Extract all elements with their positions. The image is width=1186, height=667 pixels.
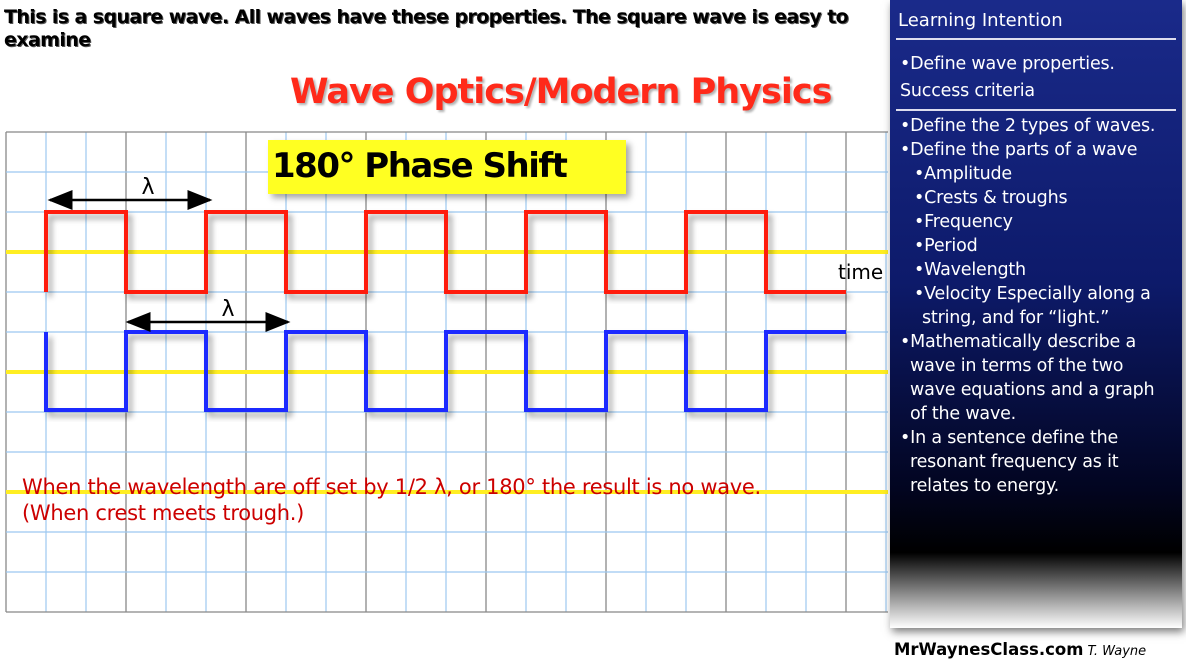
wavelength-symbol: λ xyxy=(221,297,234,322)
time-axis-label: time xyxy=(838,260,884,284)
objective-item: •Frequency xyxy=(914,212,1013,232)
wavelength-symbol: λ xyxy=(141,175,154,200)
objective-item: •Amplitude xyxy=(914,164,1013,184)
objective-item: resonant frequency as it xyxy=(910,452,1119,472)
phase-shift-label-box: 180° Phase Shift xyxy=(268,140,626,194)
objective-item: •Wavelength xyxy=(914,260,1026,280)
learning-intention-panel: Learning Intention •Define wave properti… xyxy=(890,0,1182,628)
objective-item: •In a sentence define the xyxy=(900,428,1119,448)
intro-item: •Define wave properties. xyxy=(900,54,1115,74)
objective-item: •Define the parts of a wave xyxy=(900,140,1138,160)
footer: MrWaynesClass.com T. Wayne xyxy=(894,640,1146,659)
slide-title: Wave Optics/Modern Physics xyxy=(290,72,832,112)
author: T. Wayne xyxy=(1087,644,1147,659)
site-name: MrWaynesClass.com xyxy=(894,640,1084,659)
phase-shift-label: 180° Phase Shift xyxy=(272,146,568,186)
objective-item: •Crests & troughs xyxy=(914,188,1068,208)
objective-item: •Period xyxy=(914,236,978,256)
divider xyxy=(896,38,1176,40)
objective-item: string, and for “light.” xyxy=(922,308,1110,328)
objective-item: wave in terms of the two xyxy=(910,356,1124,376)
objective-item: •Define the 2 types of waves. xyxy=(900,116,1156,136)
caption: This is a square wave. All waves have th… xyxy=(4,6,849,51)
objective-item: relates to energy. xyxy=(910,476,1060,496)
objective-item: •Velocity Especially along a xyxy=(914,284,1151,304)
objective-item: wave equations and a graph xyxy=(910,380,1155,400)
objective-item: of the wave. xyxy=(910,404,1017,424)
success-criteria-heading: Success criteria xyxy=(900,81,1035,101)
divider xyxy=(896,109,1176,111)
blue-square-wave xyxy=(44,330,846,412)
panel-heading: Learning Intention xyxy=(898,10,1063,31)
interference-note: When the wavelength are off set by 1/2 λ… xyxy=(22,475,761,525)
red-square-wave xyxy=(44,210,846,294)
objective-item: •Mathematically describe a xyxy=(900,332,1136,352)
